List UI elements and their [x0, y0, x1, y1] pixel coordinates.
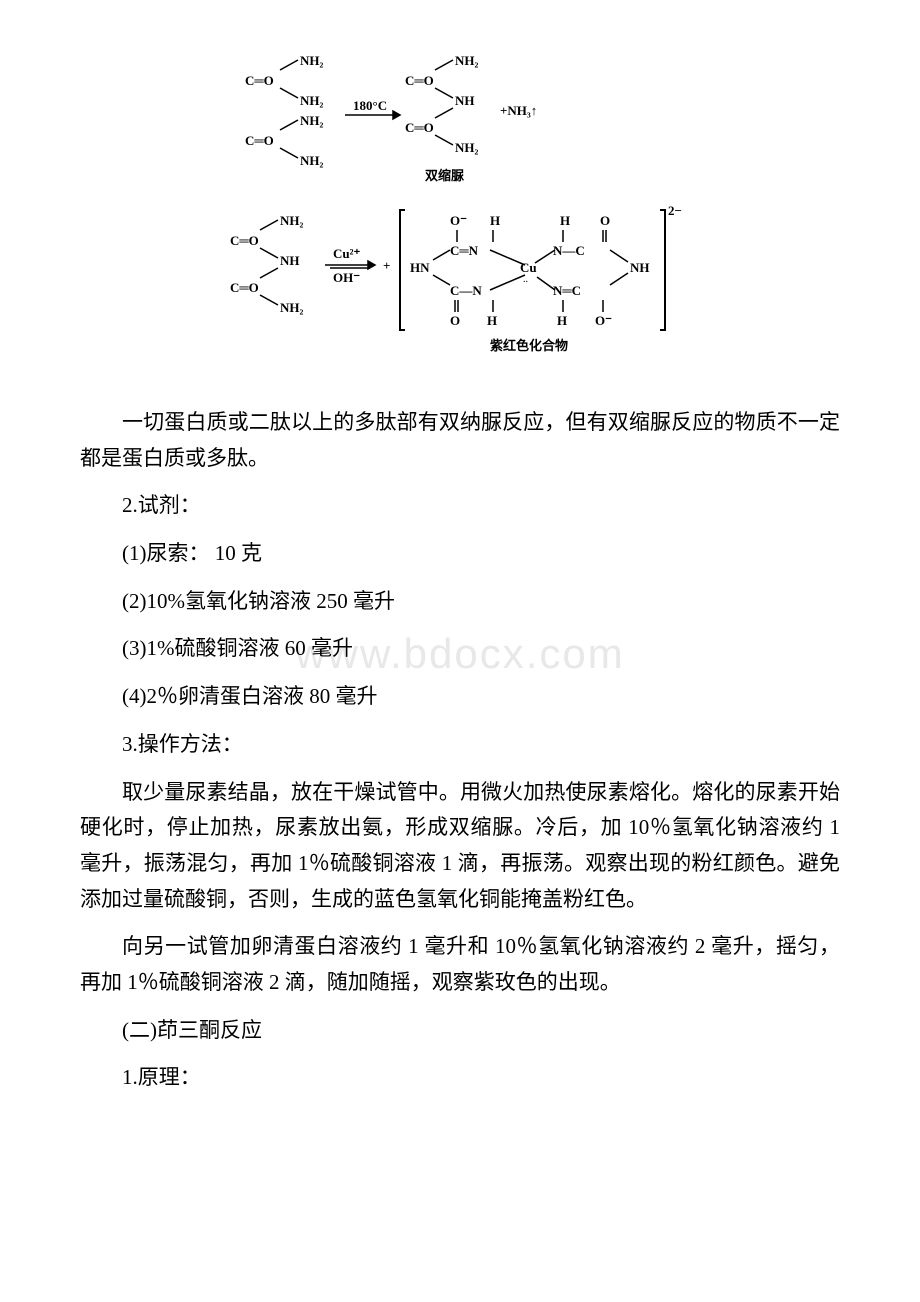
- svg-text:C═O: C═O: [405, 73, 434, 88]
- svg-text:Cu: Cu: [520, 260, 537, 275]
- svg-text:C—N: C—N: [450, 283, 482, 298]
- chemical-reaction-diagram: NH₂ C═O NH₂ NH₂ C═O NH₂ 180°C NH₂ C═O NH…: [225, 50, 695, 380]
- svg-text:2−: 2−: [668, 203, 682, 218]
- svg-text:C═N: C═N: [450, 243, 479, 258]
- svg-text:H: H: [560, 213, 570, 228]
- svg-text:+: +: [383, 258, 390, 273]
- svg-text:O⁻: O⁻: [450, 213, 467, 228]
- reagent-2: (2)10%氢氧化钠溶液 250 毫升: [122, 584, 840, 620]
- svg-text:OH⁻: OH⁻: [333, 270, 360, 285]
- svg-text:NH₂: NH₂: [455, 140, 479, 155]
- section-procedure-header: 3.操作方法：: [122, 727, 840, 763]
- svg-text:C═O: C═O: [245, 73, 274, 88]
- svg-text:O⁻: O⁻: [595, 313, 612, 328]
- procedure-step-1: 取少量尿素结晶，放在干燥试管中。用微火加热使尿素熔化。熔化的尿素开始硬化时，停止…: [80, 775, 840, 918]
- reagent-1: (1)尿索： 10 克: [122, 536, 840, 572]
- svg-text:C═O: C═O: [405, 120, 434, 135]
- svg-text:NH: NH: [455, 93, 475, 108]
- svg-text:NH: NH: [280, 253, 300, 268]
- svg-text:+NH₃↑: +NH₃↑: [500, 103, 537, 118]
- svg-text:NH₂: NH₂: [280, 300, 304, 315]
- svg-text:NH₂: NH₂: [300, 93, 324, 108]
- svg-text:NH₂: NH₂: [280, 213, 304, 228]
- svg-text:NH₂: NH₂: [300, 53, 324, 68]
- procedure-step-2: 向另一试管加卵清蛋白溶液约 1 毫升和 10％氢氧化钠溶液约 2 毫升，摇匀，再…: [80, 929, 840, 1000]
- purple-compound-label: 紫红色化合物: [490, 338, 568, 353]
- page-content: NH₂ C═O NH₂ NH₂ C═O NH₂ 180°C NH₂ C═O NH…: [80, 50, 840, 1096]
- svg-text:O: O: [450, 313, 460, 328]
- svg-text:H: H: [557, 313, 567, 328]
- svg-text:H: H: [490, 213, 500, 228]
- svg-text:O: O: [600, 213, 610, 228]
- svg-text:NH₂: NH₂: [300, 113, 324, 128]
- svg-text:NH₂: NH₂: [300, 153, 324, 168]
- section-reagents-header: 2.试剂：: [122, 488, 840, 524]
- svg-text:C═O: C═O: [245, 133, 274, 148]
- biuret-label: 双缩脲: [425, 168, 465, 183]
- paragraph-biuret-note: 一切蛋白质或二肽以上的多肽部有双纳脲反应，但有双缩脲反应的物质不一定都是蛋白质或…: [80, 405, 840, 476]
- reagent-4: (4)2％卵清蛋白溶液 80 毫升: [122, 679, 840, 715]
- svg-text:N—C: N—C: [553, 243, 585, 258]
- section-ninhydrin-header: (二)茚三酮反应: [122, 1013, 840, 1049]
- svg-text:NH₂: NH₂: [455, 53, 479, 68]
- section-principle-header: 1.原理：: [122, 1060, 840, 1096]
- reagent-3: (3)1%硫酸铜溶液 60 毫升: [122, 631, 840, 667]
- svg-text:HN: HN: [410, 260, 430, 275]
- svg-text:NH: NH: [630, 260, 650, 275]
- svg-text:H: H: [487, 313, 497, 328]
- svg-text:N═C: N═C: [553, 283, 581, 298]
- svg-text:Cu²⁺: Cu²⁺: [333, 246, 361, 261]
- svg-text:C═O: C═O: [230, 233, 259, 248]
- svg-text:C═O: C═O: [230, 280, 259, 295]
- svg-text:180°C: 180°C: [353, 98, 387, 113]
